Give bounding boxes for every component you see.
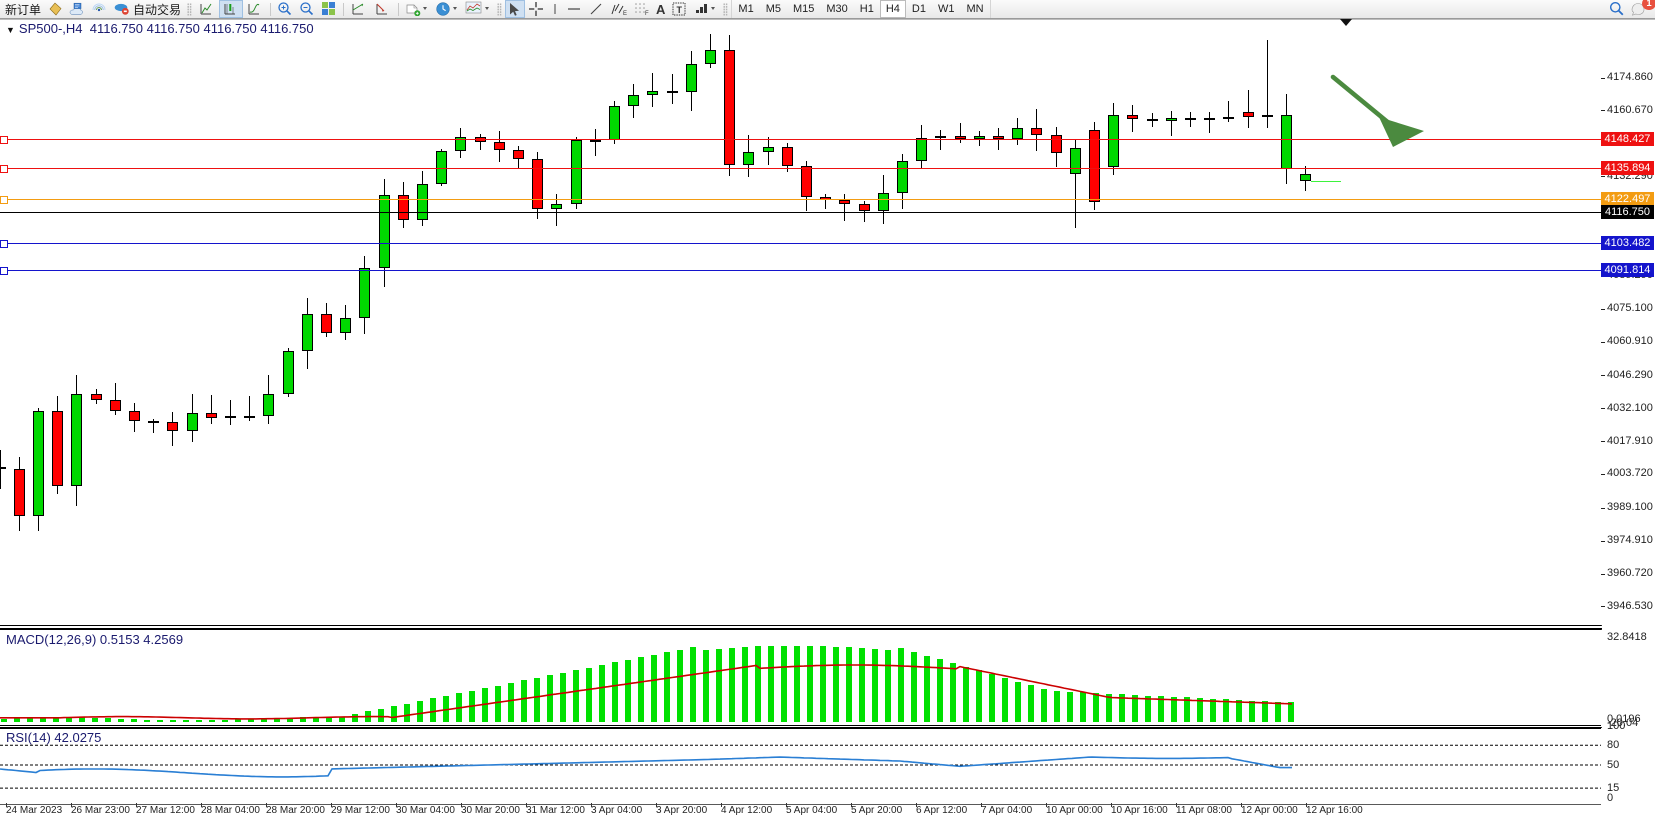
svg-text:F: F: [645, 11, 649, 16]
svg-text:T: T: [677, 5, 683, 15]
svg-text:E: E: [623, 11, 627, 16]
